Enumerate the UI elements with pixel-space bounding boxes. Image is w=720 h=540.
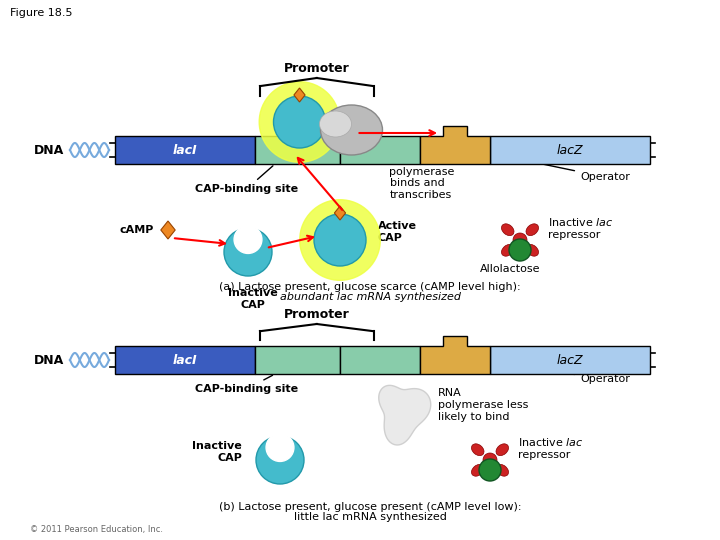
- Ellipse shape: [526, 224, 539, 235]
- Text: lacI: lacI: [173, 354, 197, 367]
- Text: abundant lac mRNA synthesized: abundant lac mRNA synthesized: [279, 292, 461, 302]
- Text: Operator: Operator: [468, 148, 630, 182]
- Text: © 2011 Pearson Education, Inc.: © 2011 Pearson Education, Inc.: [30, 525, 163, 534]
- Polygon shape: [379, 386, 431, 445]
- Circle shape: [224, 228, 272, 276]
- Text: Allolactose: Allolactose: [480, 264, 540, 274]
- FancyBboxPatch shape: [340, 136, 420, 164]
- Text: cAMP: cAMP: [120, 225, 154, 235]
- FancyBboxPatch shape: [255, 346, 340, 374]
- Text: CAP-binding site: CAP-binding site: [195, 166, 298, 194]
- Circle shape: [483, 453, 497, 467]
- Circle shape: [479, 459, 501, 481]
- FancyBboxPatch shape: [115, 136, 255, 164]
- Ellipse shape: [472, 464, 484, 476]
- Circle shape: [256, 436, 304, 484]
- Text: CAP-binding site: CAP-binding site: [195, 375, 298, 394]
- Text: RNA
polymerase
binds and
transcribes: RNA polymerase binds and transcribes: [390, 155, 455, 200]
- Text: (a) Lactose present, glucose scarce (cAMP level high):: (a) Lactose present, glucose scarce (cAM…: [219, 282, 521, 292]
- Ellipse shape: [502, 224, 514, 235]
- Ellipse shape: [320, 111, 351, 137]
- Ellipse shape: [472, 444, 484, 456]
- FancyBboxPatch shape: [255, 136, 340, 164]
- Text: Promoter: Promoter: [284, 62, 350, 75]
- Circle shape: [300, 200, 380, 280]
- Circle shape: [266, 434, 294, 462]
- Text: (b) Lactose present, glucose present (cAMP level low):: (b) Lactose present, glucose present (cA…: [219, 502, 521, 512]
- Polygon shape: [294, 88, 305, 102]
- FancyBboxPatch shape: [490, 136, 650, 164]
- Text: RNA
polymerase less
likely to bind: RNA polymerase less likely to bind: [438, 388, 528, 422]
- Circle shape: [234, 226, 262, 253]
- Text: Inactive
CAP: Inactive CAP: [192, 441, 242, 463]
- Text: Promoter: Promoter: [284, 308, 350, 321]
- Text: Operator: Operator: [468, 359, 630, 384]
- Ellipse shape: [496, 444, 508, 456]
- Text: Inactive $\it{lac}$
repressor: Inactive $\it{lac}$ repressor: [548, 216, 613, 240]
- Polygon shape: [420, 336, 490, 374]
- Polygon shape: [161, 221, 175, 239]
- FancyBboxPatch shape: [340, 346, 420, 374]
- Ellipse shape: [496, 464, 508, 476]
- Text: lacI: lacI: [173, 144, 197, 157]
- Text: DNA: DNA: [34, 354, 64, 367]
- Circle shape: [314, 214, 366, 266]
- Text: Inactive $\it{lac}$
repressor: Inactive $\it{lac}$ repressor: [518, 436, 584, 460]
- FancyBboxPatch shape: [115, 346, 255, 374]
- Text: Figure 18.5: Figure 18.5: [10, 8, 73, 18]
- Polygon shape: [334, 206, 346, 220]
- Text: lacZ: lacZ: [557, 354, 583, 367]
- Ellipse shape: [502, 245, 514, 256]
- Text: lacZ: lacZ: [557, 144, 583, 157]
- Text: DNA: DNA: [34, 144, 64, 157]
- Circle shape: [513, 233, 527, 247]
- Text: Active
CAP: Active CAP: [378, 221, 417, 243]
- Circle shape: [274, 96, 325, 148]
- Circle shape: [509, 239, 531, 261]
- Ellipse shape: [320, 105, 382, 155]
- Text: little lac mRNA synthesized: little lac mRNA synthesized: [294, 512, 446, 522]
- Polygon shape: [420, 126, 490, 164]
- Text: Inactive
CAP: Inactive CAP: [228, 288, 278, 309]
- Ellipse shape: [526, 245, 539, 256]
- FancyBboxPatch shape: [490, 346, 650, 374]
- Circle shape: [259, 82, 340, 163]
